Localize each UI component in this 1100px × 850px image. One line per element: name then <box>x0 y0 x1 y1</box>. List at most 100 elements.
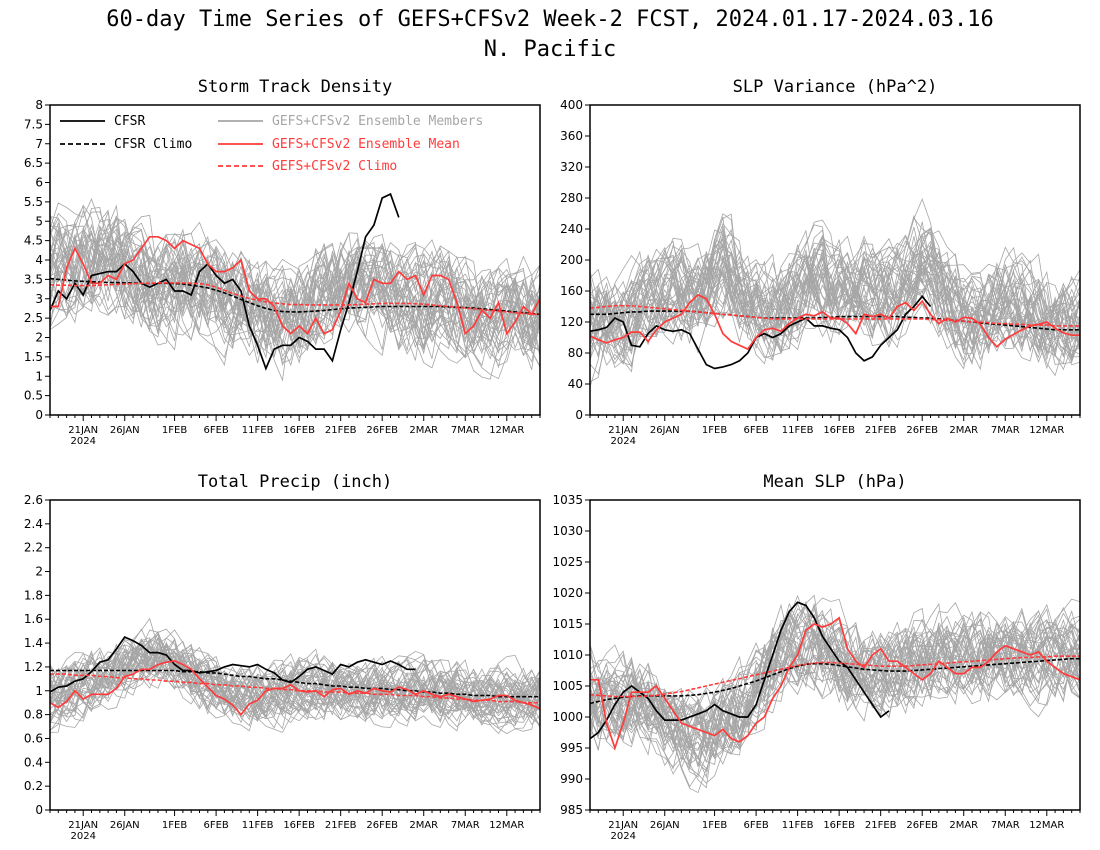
x-year-label: 2024 <box>70 831 95 842</box>
legend-ens-mean-label: GEFS+CFSv2 Ensemble Mean <box>272 137 460 152</box>
x-tick-label: 6FEB <box>203 820 228 831</box>
ensemble-member-line <box>590 249 1080 355</box>
x-year-label: 2024 <box>610 436 635 447</box>
x-tick-label: 26FEB <box>906 820 938 831</box>
y-tick-label: 1.8 <box>24 588 43 602</box>
ensemble-member-line <box>590 238 1080 371</box>
y-tick-label: 5.5 <box>24 195 43 209</box>
y-tick-label: 4.5 <box>24 234 43 248</box>
ensemble-member-line <box>590 608 1080 794</box>
ensemble-member-line <box>590 607 1080 750</box>
cfsr-climo-line <box>590 310 1080 331</box>
x-tick-label: 1FEB <box>162 425 187 436</box>
y-tick-label: 160 <box>560 284 583 298</box>
gefs-cfsv2-ensemble-mean-line <box>590 293 1080 351</box>
gefs-cfsv2-ensemble-mean-line <box>50 660 540 716</box>
y-tick-label: 8 <box>35 98 43 112</box>
y-tick-label: 360 <box>560 129 583 143</box>
ensemble-member-line <box>590 606 1080 745</box>
ensemble-members <box>590 197 1080 388</box>
gefs-cfsv2-climo-line <box>590 304 1080 327</box>
figure-subtitle: N. Pacific <box>484 37 616 62</box>
ensemble-member-line <box>590 249 1080 373</box>
y-tick-label: 0 <box>575 408 583 422</box>
y-tick-label: 1.2 <box>24 660 43 674</box>
gefs-cfsv2-climo-line <box>590 655 1080 698</box>
y-tick-label: 6.5 <box>24 156 43 170</box>
x-tick-label: 16FEB <box>283 425 315 436</box>
cfsr-climo-line <box>50 669 540 698</box>
x-year-label: 2024 <box>610 831 635 842</box>
x-tick-label: 11FEB <box>242 425 274 436</box>
x-tick-label: 26JAN <box>650 820 680 831</box>
x-tick-label: 16FEB <box>823 820 855 831</box>
y-tick-label: 1010 <box>552 648 583 662</box>
x-tick-label: 7MAR <box>451 820 480 831</box>
ensemble-member-line <box>590 227 1080 362</box>
y-tick-label: 0.5 <box>24 389 43 403</box>
x-tick-label: 26JAN <box>650 425 680 436</box>
x-tick-label: 12MAR <box>1029 820 1064 831</box>
gefs-cfsv2-climo-line <box>50 282 540 316</box>
y-tick-label: 0.2 <box>24 779 43 793</box>
panel-title: Storm Track Density <box>198 77 392 97</box>
y-tick-label: 1035 <box>552 493 583 507</box>
x-tick-label: 12MAR <box>489 425 524 436</box>
x-tick-label: 21JAN <box>608 425 638 436</box>
panel-3: Total Precip (inch) 0 0.2 0.4 0.6 0.8 1 1.2 1.4 1… <box>24 472 541 842</box>
x-tick-label: 11FEB <box>242 820 274 831</box>
ensemble-member-line <box>590 213 1080 340</box>
ensemble-member-line <box>590 603 1080 772</box>
y-tick-label: 1005 <box>552 679 583 693</box>
y-tick-label: 1030 <box>552 524 583 538</box>
ensemble-member-line <box>50 643 540 721</box>
y-tick-label: 3.5 <box>24 272 43 286</box>
ensemble-member-line <box>50 209 540 348</box>
ensemble-members <box>50 617 540 735</box>
ensemble-member-line <box>50 633 540 720</box>
ensemble-member-line <box>50 642 540 718</box>
ensemble-member-line <box>590 248 1080 356</box>
x-tick-label: 26FEB <box>906 425 938 436</box>
y-tick-label: 2 <box>35 565 43 579</box>
y-tick-label: 4 <box>35 253 43 267</box>
y-tick-label: 1 <box>35 684 43 698</box>
x-tick-label: 21FEB <box>325 425 357 436</box>
y-tick-label: 2.5 <box>24 311 43 325</box>
ensemble-members <box>590 594 1080 794</box>
ensemble-member-line <box>590 611 1080 754</box>
y-tick-label: 990 <box>560 772 583 786</box>
ensemble-member-line <box>50 226 540 357</box>
x-tick-label: 26JAN <box>110 425 140 436</box>
x-tick-label: 1FEB <box>162 820 187 831</box>
ensemble-member-line <box>590 238 1080 350</box>
ensemble-member-line <box>590 216 1080 366</box>
x-year-label: 2024 <box>70 436 95 447</box>
cfsr-line <box>50 636 416 693</box>
ensemble-member-line <box>50 211 540 350</box>
panel-title: Mean SLP (hPa) <box>763 472 906 492</box>
ensemble-member-line <box>50 646 540 712</box>
ensemble-member-line <box>50 629 540 732</box>
ensemble-member-line <box>50 233 540 353</box>
ensemble-member-line <box>590 602 1080 767</box>
ensemble-member-line <box>50 643 540 723</box>
y-tick-label: 280 <box>560 191 583 205</box>
y-tick-label: 1025 <box>552 555 583 569</box>
y-tick-label: 1015 <box>552 617 583 631</box>
y-tick-label: 1.6 <box>24 612 43 626</box>
ensemble-member-line <box>50 233 540 357</box>
legend: CFSR CFSR Climo GEFS+CFSv2 Ensemble Member… <box>60 114 483 174</box>
y-tick-label: 0.4 <box>24 755 43 769</box>
ensemble-member-line <box>50 645 540 731</box>
y-tick-label: 995 <box>560 741 583 755</box>
x-tick-label: 26FEB <box>366 820 398 831</box>
x-tick-label: 7MAR <box>451 425 480 436</box>
x-tick-label: 21JAN <box>608 820 638 831</box>
ensemble-member-line <box>590 214 1080 358</box>
x-tick-label: 2MAR <box>949 820 978 831</box>
plot-frame <box>49 499 541 811</box>
ensemble-member-line <box>590 239 1080 366</box>
ensemble-member-line <box>50 204 540 355</box>
y-tick-label: 2.6 <box>24 493 43 507</box>
